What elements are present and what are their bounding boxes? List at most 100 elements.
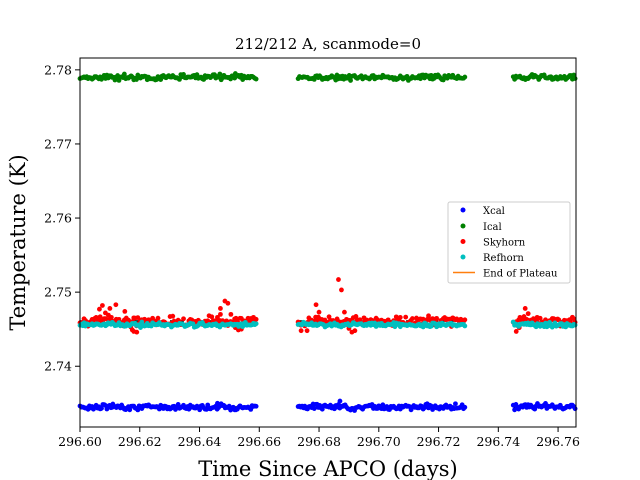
- marker-skyhorn-outlier: [304, 328, 310, 334]
- marker-skyhorn-outlier: [534, 314, 540, 320]
- x-tick-label: 296.76: [536, 434, 580, 449]
- legend: Xcal Ical Skyhorn Refhorn End of Plateau: [447, 201, 571, 284]
- marker-skyhorn: [434, 315, 440, 321]
- marker-skyhorn-outlier: [519, 316, 525, 322]
- marker-ical: [253, 76, 259, 82]
- marker-skyhorn-outlier: [215, 314, 220, 320]
- marker-xcal-outlier: [525, 402, 531, 408]
- marker-ical: [462, 74, 468, 80]
- legend-label-ical: Ical: [483, 222, 502, 233]
- marker-skyhorn: [397, 315, 403, 320]
- legend-marker-skyhorn: [460, 239, 466, 244]
- legend-marker-refhorn: [460, 254, 466, 260]
- marker-xcal: [205, 402, 211, 408]
- marker-ical: [348, 78, 353, 83]
- marker-skyhorn: [116, 316, 122, 322]
- marker-skyhorn-outlier: [123, 315, 129, 321]
- marker-ical: [217, 71, 223, 77]
- marker-skyhorn: [403, 314, 409, 320]
- marker-skyhorn: [426, 313, 431, 319]
- x-tick-label: 296.74: [476, 434, 520, 449]
- marker-skyhorn-outlier: [218, 311, 223, 317]
- marker-skyhorn-outlier: [298, 328, 304, 334]
- legend-marker-ical: [460, 223, 466, 229]
- marker-xcal-outlier: [337, 398, 343, 404]
- marker-skyhorn: [155, 315, 161, 321]
- x-tick-label: 296.64: [178, 434, 222, 449]
- marker-refhorn: [420, 324, 426, 330]
- marker-skyhorn-outlier: [313, 302, 319, 308]
- x-axis-label: Time Since APCO (days): [198, 457, 457, 480]
- marker-skyhorn-outlier: [339, 287, 344, 293]
- marker-refhorn: [253, 321, 259, 327]
- marker-refhorn: [572, 322, 578, 328]
- marker-skyhorn-outlier: [108, 314, 114, 320]
- marker-skyhorn-outlier: [225, 300, 231, 306]
- series-ical: [77, 71, 578, 83]
- legend-marker-xcal: [460, 207, 466, 213]
- marker-skyhorn-outlier: [107, 306, 113, 311]
- marker-ical-outlier: [427, 73, 432, 79]
- marker-xcal-outlier: [310, 401, 316, 407]
- marker-skyhorn-outlier: [100, 303, 105, 308]
- marker-xcal: [99, 405, 104, 411]
- y-tick-label: 2.77: [44, 136, 72, 151]
- legend-label-end-of-plateau: End of Plateau: [483, 269, 558, 280]
- marker-skyhorn: [209, 314, 215, 320]
- marker-skyhorn-outlier: [97, 306, 102, 312]
- marker-skyhorn-outlier: [122, 309, 128, 314]
- chart-title: 212/212 A, scanmode=0: [235, 35, 421, 53]
- legend-label-refhorn: Refhorn: [483, 253, 524, 264]
- x-tick-label: 296.70: [357, 434, 401, 449]
- x-tick-label: 296.72: [417, 434, 461, 449]
- marker-skyhorn-outlier: [352, 328, 358, 334]
- marker-skyhorn: [253, 316, 259, 322]
- marker-xcal: [197, 407, 203, 413]
- y-axis-ticks: 2.74 2.75 2.76 2.77 2.78: [44, 62, 80, 374]
- x-tick-label: 296.68: [297, 434, 341, 449]
- marker-xcal: [453, 401, 458, 407]
- marker-skyhorn-outlier: [336, 277, 341, 282]
- marker-skyhorn: [170, 313, 176, 319]
- legend-frame: [447, 201, 571, 284]
- marker-skyhorn-outlier: [319, 317, 325, 322]
- marker-skyhorn: [462, 317, 468, 323]
- marker-xcal: [572, 406, 578, 412]
- marker-xcal: [135, 407, 141, 413]
- x-axis-ticks: 296.60 296.62 296.64 296.66 296.68 296.70 296.…: [58, 427, 580, 449]
- x-tick-label: 296.66: [237, 434, 281, 449]
- marker-refhorn: [462, 323, 468, 329]
- marker-ical-outlier: [161, 73, 167, 79]
- marker-skyhorn: [385, 317, 391, 323]
- marker-xcal-outlier: [110, 401, 116, 407]
- marker-xcal-outlier: [215, 400, 220, 406]
- y-tick-label: 2.78: [44, 62, 72, 77]
- y-axis-label: Temperature (K): [6, 154, 30, 330]
- marker-skyhorn: [181, 316, 186, 322]
- y-tick-label: 2.76: [44, 211, 72, 226]
- series-refhorn: [77, 319, 578, 331]
- marker-skyhorn-outlier: [316, 309, 322, 315]
- marker-skyhorn: [97, 314, 103, 320]
- marker-skyhorn-outlier: [522, 306, 528, 311]
- plot-frame: [79, 57, 577, 428]
- y-tick-label: 2.75: [44, 285, 72, 300]
- legend-label-skyhorn: Skyhorn: [483, 238, 526, 249]
- marker-skyhorn: [410, 316, 415, 321]
- x-tick-label: 296.62: [118, 434, 162, 449]
- marker-skyhorn-outlier: [513, 329, 519, 334]
- marker-xcal: [311, 406, 317, 411]
- marker-skyhorn: [543, 317, 548, 323]
- marker-skyhorn-outlier: [113, 302, 119, 308]
- marker-skyhorn-outlier: [525, 311, 531, 317]
- marker-skyhorn-outlier: [134, 329, 140, 335]
- marker-xcal: [253, 403, 259, 409]
- marker-xcal: [462, 404, 468, 410]
- marker-skyhorn-outlier: [342, 309, 347, 315]
- marker-skyhorn-outlier: [228, 311, 234, 317]
- data-markers: [77, 71, 578, 413]
- legend-label-xcal: Xcal: [483, 206, 505, 217]
- marker-skyhorn-outlier: [218, 306, 223, 311]
- x-tick-label: 296.60: [58, 434, 102, 449]
